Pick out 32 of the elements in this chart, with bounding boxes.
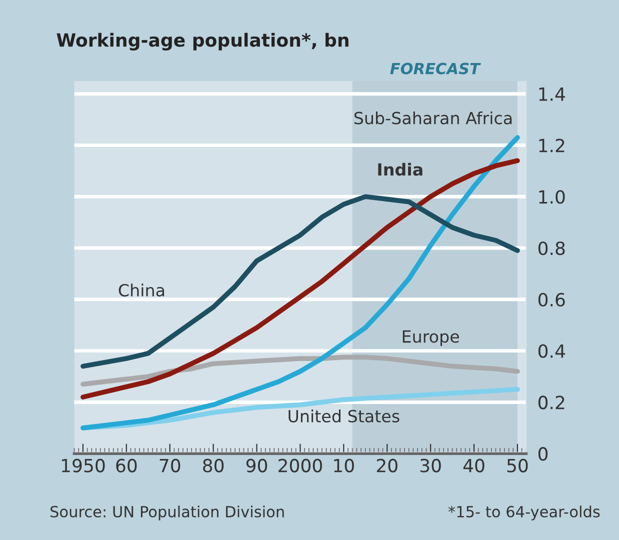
series-label: United States (288, 410, 400, 422)
x-tick-label: 40 (463, 458, 484, 472)
y-tick-label: 1.0 (539, 190, 565, 204)
series-label: India (378, 162, 422, 176)
line-series (80, 194, 520, 369)
line-series (80, 354, 520, 387)
y-tick-label: 0.8 (538, 241, 565, 256)
y-tick-label: 0 (538, 447, 548, 461)
series-label: Europe (402, 330, 459, 346)
x-tick-label: 90 (246, 458, 268, 472)
x-tick-label: 20 (376, 458, 398, 472)
band-label: FORECAST (390, 62, 481, 74)
series-label: Sub-Saharan Africa (354, 111, 512, 124)
x-tick-label: 10 (334, 458, 354, 472)
text: China (118, 284, 164, 297)
y-tick-label: 0.6 (538, 292, 565, 307)
x-tick-label: 60 (116, 458, 137, 472)
y-tick-label: 1.2 (539, 138, 564, 152)
text: *15- to 64-year-olds (448, 506, 600, 520)
y-tick-label: 1.4 (539, 88, 565, 101)
line-series (80, 135, 520, 430)
x-tick-label: 70 (160, 458, 180, 472)
x-tick-label: 80 (203, 458, 224, 472)
x-tick-label: 2000 (278, 458, 322, 472)
line-series (80, 158, 520, 400)
y-tick-label: 0.4 (538, 344, 565, 358)
x-tick-label: 50 (507, 458, 528, 472)
x-tick-label: 1950 (62, 458, 105, 472)
x-tick-label: 30 (420, 458, 441, 472)
source-note: Source: UN Population Division (50, 506, 284, 520)
y-tick-label: 0.2 (538, 396, 564, 410)
chart-title: Working-age population*, bn (56, 32, 348, 50)
